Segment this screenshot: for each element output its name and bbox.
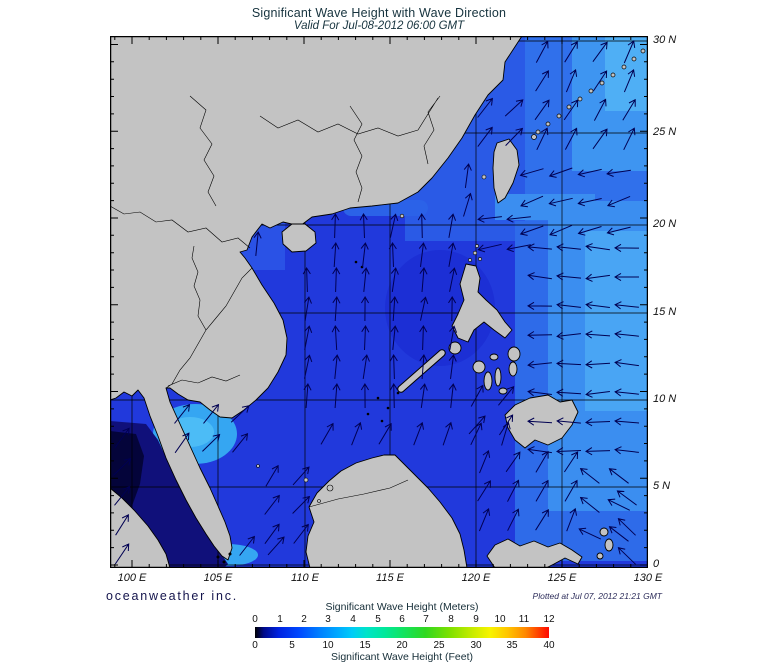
cb-f-tick: 35 bbox=[506, 640, 518, 651]
lon-label-125e: 125 E bbox=[547, 572, 577, 584]
cb-m-tick: 7 bbox=[423, 614, 429, 625]
land-sumatra bbox=[110, 487, 171, 568]
cb-m-tick: 10 bbox=[494, 614, 506, 625]
wave-direction-arrows bbox=[113, 40, 640, 565]
cb-m-tick: 9 bbox=[473, 614, 479, 625]
lon-label-100e: 100 E bbox=[117, 572, 147, 584]
cb-m-tick: 1 bbox=[277, 614, 283, 625]
colorbar-title-meters: Significant Wave Height (Meters) bbox=[325, 601, 479, 613]
lon-label-110e: 110 E bbox=[291, 572, 319, 584]
cb-m-tick: 6 bbox=[399, 614, 405, 625]
cb-f-tick: 15 bbox=[359, 640, 371, 651]
lat-label-5n: 5 N bbox=[653, 480, 671, 492]
land-taiwan bbox=[492, 138, 520, 204]
wave-height-map bbox=[110, 36, 648, 568]
land-masses bbox=[110, 36, 646, 568]
lat-label-20n: 20 N bbox=[653, 218, 677, 230]
cb-f-tick: 0 bbox=[252, 640, 258, 651]
cb-f-tick: 10 bbox=[322, 640, 334, 651]
map-frame bbox=[110, 36, 648, 568]
valid-time-subtitle: Valid For Jul-08-2012 06:00 GMT bbox=[293, 20, 465, 32]
land-luzon bbox=[451, 263, 513, 343]
oceanweather-logo: oceanweather inc. bbox=[106, 589, 239, 603]
land-visayas bbox=[448, 341, 521, 395]
lat-label-0: 0 bbox=[653, 558, 660, 570]
lon-label-130e: 130 E bbox=[633, 572, 663, 584]
wave-height-colorbar bbox=[255, 627, 549, 638]
cb-m-tick: 11 bbox=[518, 614, 530, 625]
country-borders bbox=[110, 95, 441, 508]
land-borneo bbox=[305, 454, 468, 568]
lat-label-15n: 15 N bbox=[653, 306, 677, 318]
small-islands bbox=[256, 174, 487, 503]
cb-f-tick: 20 bbox=[396, 640, 408, 651]
land-halmahera bbox=[596, 527, 614, 560]
cb-m-tick: 4 bbox=[350, 614, 356, 625]
land-ryukyu-islands bbox=[531, 48, 646, 140]
lon-label-115e: 115 E bbox=[376, 572, 404, 584]
lat-label-25n: 25 N bbox=[653, 126, 677, 138]
cb-f-tick: 30 bbox=[470, 640, 482, 651]
cb-m-tick: 12 bbox=[543, 614, 555, 625]
lat-label-10n: 10 N bbox=[653, 393, 677, 405]
land-mindanao bbox=[504, 394, 579, 449]
cb-f-tick: 5 bbox=[289, 640, 295, 651]
cb-m-tick: 8 bbox=[448, 614, 454, 625]
land-asia-mainland bbox=[110, 36, 523, 561]
axis-ticks bbox=[110, 36, 648, 568]
land-sulawesi bbox=[486, 538, 583, 568]
cb-f-tick: 40 bbox=[543, 640, 555, 651]
page-title: Significant Wave Height with Wave Direct… bbox=[251, 6, 507, 20]
plotted-timestamp: Plotted at Jul 07, 2012 21:21 GMT bbox=[532, 591, 662, 601]
cb-m-tick: 5 bbox=[375, 614, 381, 625]
cb-f-tick: 25 bbox=[433, 640, 445, 651]
land-hainan bbox=[281, 223, 317, 253]
lat-label-30n: 30 N bbox=[653, 34, 677, 46]
cb-m-tick: 2 bbox=[301, 614, 307, 625]
cb-m-tick: 0 bbox=[252, 614, 258, 625]
lon-label-120e: 120 E bbox=[461, 572, 491, 584]
colorbar-title-feet: Significant Wave Height (Feet) bbox=[330, 651, 473, 663]
reef-specks bbox=[216, 260, 400, 564]
lon-label-105e: 105 E bbox=[203, 572, 233, 584]
cb-m-tick: 3 bbox=[325, 614, 331, 625]
